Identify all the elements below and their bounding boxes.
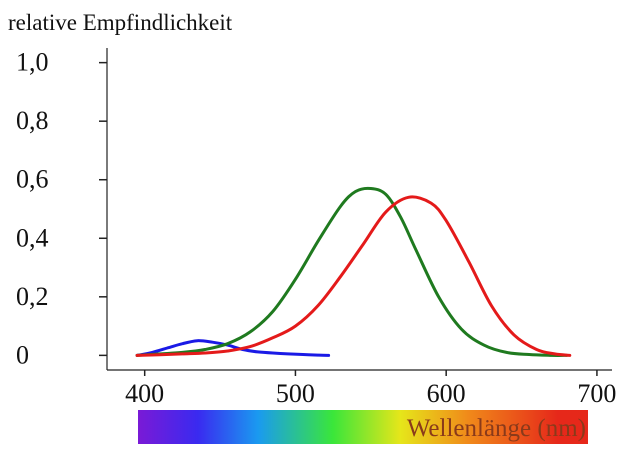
x-ticks: 400 500 600 700: [125, 370, 616, 408]
series-line-green: [135, 186, 569, 357]
series-line-blue: [135, 339, 331, 357]
y-tick-label: 0,4: [16, 223, 49, 252]
y-tick-label: 0: [16, 340, 29, 369]
y-tick-label: 0,8: [16, 106, 49, 135]
x-tick-label: 700: [577, 379, 616, 408]
series: [135, 186, 572, 357]
y-tick-label: 0,2: [16, 282, 49, 311]
y-tick-label: 0,6: [16, 165, 49, 194]
y-axis-label: relative Empfindlichkeit: [8, 10, 233, 35]
series-line-red: [135, 195, 572, 357]
y-ticks: 0 0,2 0,4 0,6 0,8 1,0: [16, 48, 107, 369]
x-tick-label: 500: [276, 379, 315, 408]
x-axis-label: Wellenlänge (nm): [407, 415, 586, 442]
x-tick-label: 400: [125, 379, 164, 408]
spectrum-band: [138, 410, 588, 444]
x-tick-label: 600: [427, 379, 466, 408]
y-tick-label: 1,0: [16, 48, 49, 77]
